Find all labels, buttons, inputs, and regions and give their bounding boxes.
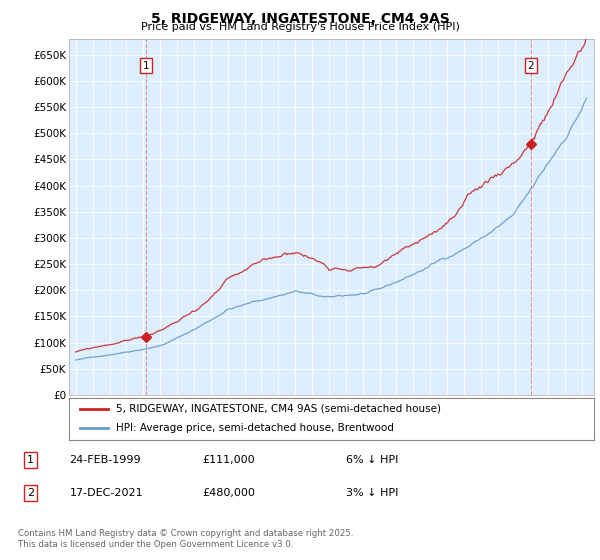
Text: £111,000: £111,000 (202, 455, 255, 465)
Text: Price paid vs. HM Land Registry's House Price Index (HPI): Price paid vs. HM Land Registry's House … (140, 22, 460, 32)
Text: 2: 2 (527, 61, 534, 71)
Text: £480,000: £480,000 (202, 488, 255, 498)
Text: Contains HM Land Registry data © Crown copyright and database right 2025.
This d: Contains HM Land Registry data © Crown c… (18, 529, 353, 549)
Text: 6% ↓ HPI: 6% ↓ HPI (346, 455, 398, 465)
Text: 17-DEC-2021: 17-DEC-2021 (70, 488, 143, 498)
Text: HPI: Average price, semi-detached house, Brentwood: HPI: Average price, semi-detached house,… (116, 423, 394, 433)
Text: 24-FEB-1999: 24-FEB-1999 (70, 455, 141, 465)
Text: 5, RIDGEWAY, INGATESTONE, CM4 9AS (semi-detached house): 5, RIDGEWAY, INGATESTONE, CM4 9AS (semi-… (116, 404, 441, 414)
Text: 1: 1 (27, 455, 34, 465)
Text: 2: 2 (27, 488, 34, 498)
Text: 5, RIDGEWAY, INGATESTONE, CM4 9AS: 5, RIDGEWAY, INGATESTONE, CM4 9AS (151, 12, 449, 26)
Text: 1: 1 (142, 61, 149, 71)
Text: 3% ↓ HPI: 3% ↓ HPI (346, 488, 398, 498)
